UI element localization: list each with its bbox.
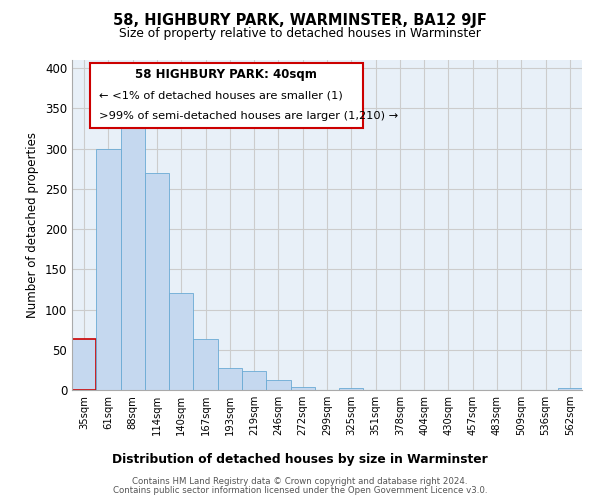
Text: Contains public sector information licensed under the Open Government Licence v3: Contains public sector information licen… bbox=[113, 486, 487, 495]
Text: Distribution of detached houses by size in Warminster: Distribution of detached houses by size … bbox=[112, 452, 488, 466]
Text: ← <1% of detached houses are smaller (1): ← <1% of detached houses are smaller (1) bbox=[99, 90, 343, 101]
Bar bbox=[72, 340, 96, 390]
Bar bbox=[242, 370, 266, 390]
Text: Contains HM Land Registry data © Crown copyright and database right 2024.: Contains HM Land Registry data © Crown c… bbox=[132, 477, 468, 486]
Bar bbox=[121, 124, 145, 390]
Bar bbox=[218, 368, 242, 390]
Bar bbox=[96, 148, 121, 390]
Text: 58, HIGHBURY PARK, WARMINSTER, BA12 9JF: 58, HIGHBURY PARK, WARMINSTER, BA12 9JF bbox=[113, 12, 487, 28]
Bar bbox=[558, 388, 582, 390]
Bar bbox=[145, 172, 169, 390]
Bar bbox=[169, 294, 193, 390]
Bar bbox=[266, 380, 290, 390]
Bar bbox=[290, 387, 315, 390]
Y-axis label: Number of detached properties: Number of detached properties bbox=[26, 132, 40, 318]
Text: 58 HIGHBURY PARK: 40sqm: 58 HIGHBURY PARK: 40sqm bbox=[136, 68, 317, 82]
Text: >99% of semi-detached houses are larger (1,210) →: >99% of semi-detached houses are larger … bbox=[99, 111, 398, 121]
FancyBboxPatch shape bbox=[90, 64, 363, 128]
Bar bbox=[339, 388, 364, 390]
Text: Size of property relative to detached houses in Warminster: Size of property relative to detached ho… bbox=[119, 28, 481, 40]
Bar bbox=[193, 340, 218, 390]
